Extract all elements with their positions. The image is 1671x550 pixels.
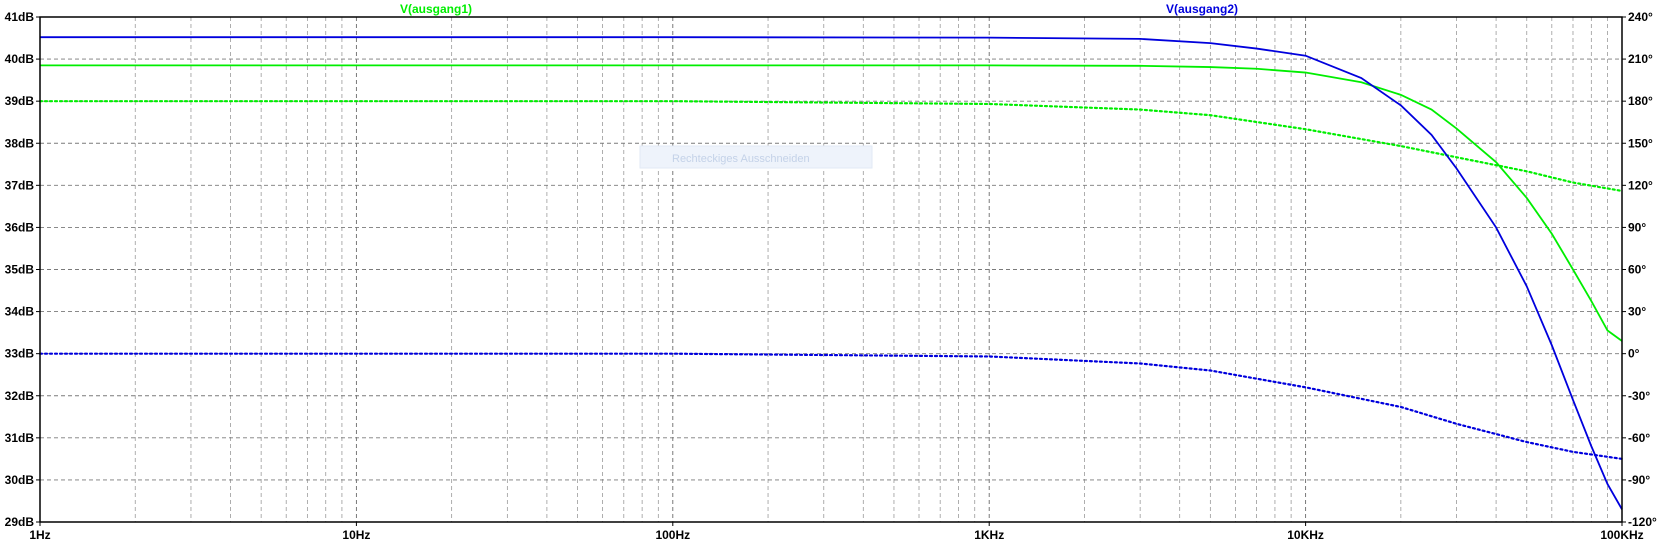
y-left-tick-label: 38dB (5, 136, 35, 150)
y-right-tick-label: 180° (1628, 94, 1653, 108)
y-left-tick-label: 31dB (5, 431, 35, 445)
y-left-tick-label: 36dB (5, 220, 35, 234)
y-left-tick-label: 41dB (5, 10, 35, 24)
y-right-tick-label: -90° (1628, 473, 1650, 487)
y-left-tick-label: 29dB (5, 515, 35, 529)
series-labels: V(ausgang1) V(ausgang2) (400, 2, 1238, 16)
x-tick-label: 10KHz (1287, 528, 1324, 542)
y-left-tick-label: 40dB (5, 52, 35, 66)
x-tick-label: 100Hz (655, 528, 690, 542)
series-1-label: V(ausgang1) (400, 2, 472, 16)
y-right-tick-label: 150° (1628, 136, 1653, 150)
y-right-tick-label: 210° (1628, 52, 1653, 66)
y-left-tick-label: 33dB (5, 347, 35, 361)
y-right-tick-label: -120° (1628, 515, 1657, 529)
y-right-tick-label: 30° (1628, 305, 1646, 319)
x-tick-label: 1KHz (974, 528, 1004, 542)
series-1-phase-line (38, 100, 1624, 193)
y-left-tick-label: 35dB (5, 263, 35, 277)
overlay-text: Rechteckiges Ausschneiden (672, 153, 810, 165)
y-left-tick-label: 30dB (5, 473, 35, 487)
series-2-magnitude-line (40, 36, 1623, 510)
y-left-tick-label: 32dB (5, 389, 35, 403)
x-tick-label: 10Hz (342, 528, 370, 542)
x-tick-label: 100KHz (1600, 528, 1643, 542)
series-2-label: V(ausgang2) (1166, 2, 1238, 16)
x-tick-label: 1Hz (29, 528, 50, 542)
rectangular-snip-overlay: Rechteckiges Ausschneiden (639, 145, 873, 169)
series-1-magnitude-line (40, 64, 1623, 342)
y-right-tick-label: 90° (1628, 220, 1646, 234)
y-right-tick-label: 60° (1628, 263, 1646, 277)
series-2-phase-line (38, 352, 1624, 460)
y-left-tick-label: 39dB (5, 94, 35, 108)
y-left-tick-label: 34dB (5, 305, 35, 319)
overlay-box (639, 145, 873, 169)
y-right-tick-label: -30° (1628, 389, 1650, 403)
y-left-tick-label: 37dB (5, 178, 35, 192)
series-layer (38, 36, 1624, 510)
tick-layer: 41dB 40dB 39dB 38dB 37dB 36dB 35dB 34dB 33dB 32dB… (5, 10, 1657, 542)
y-right-tick-label: -60° (1628, 431, 1650, 445)
y-right-tick-label: 240° (1628, 10, 1653, 24)
y-right-tick-label: 120° (1628, 178, 1653, 192)
y-right-tick-label: 0° (1628, 347, 1640, 361)
